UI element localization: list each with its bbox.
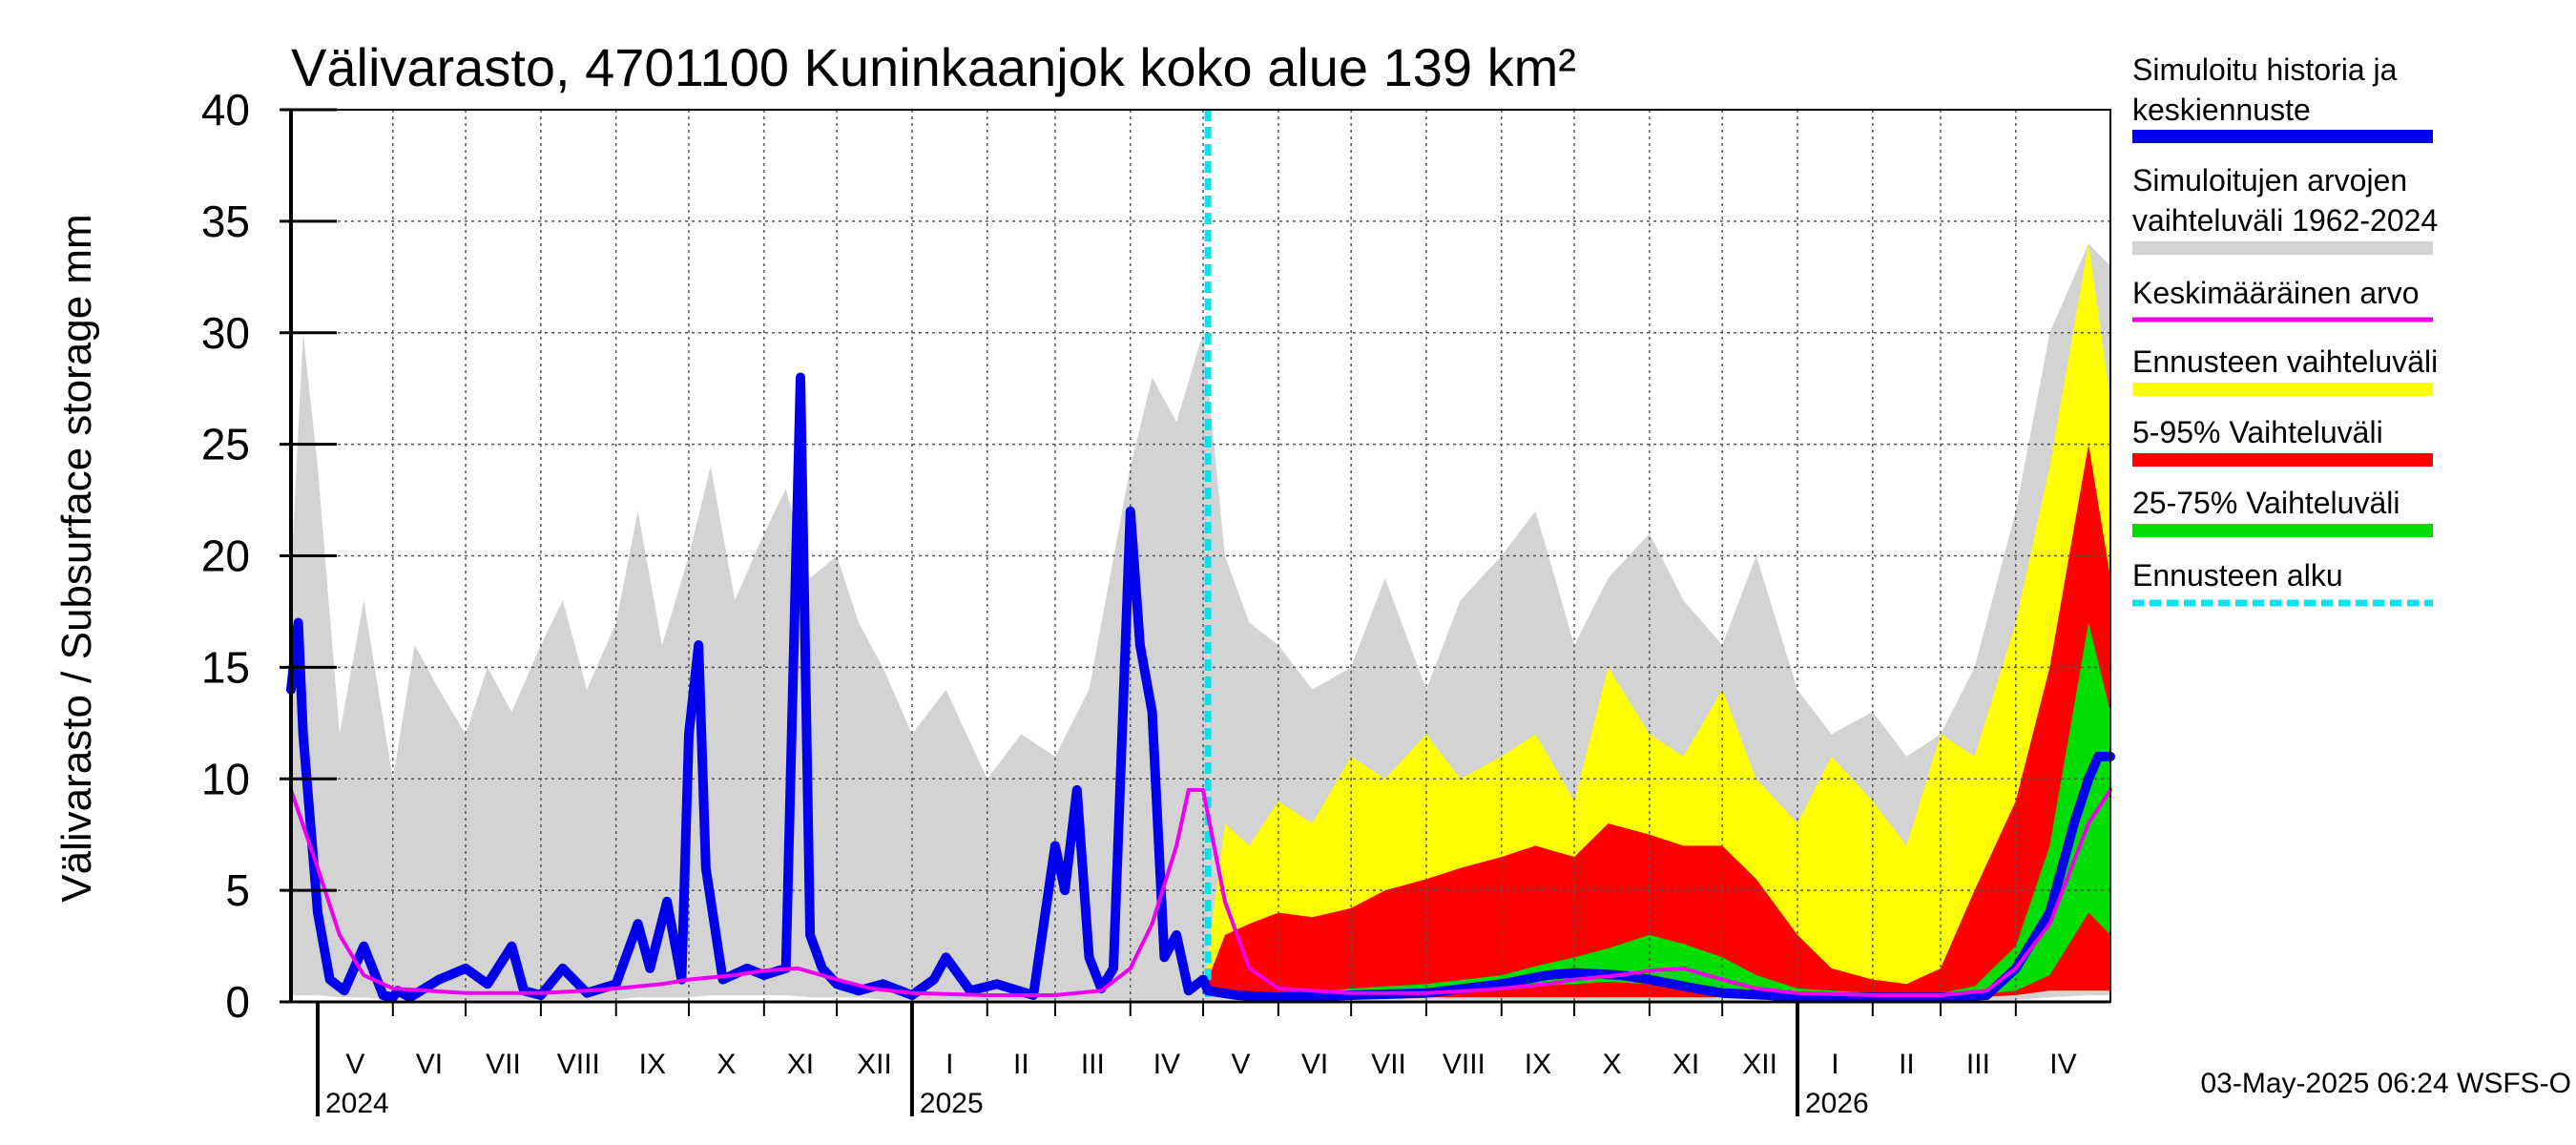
month-label: VII [1371, 1049, 1406, 1080]
month-label: IV [1153, 1049, 1180, 1080]
month-label: III [1966, 1049, 1990, 1080]
legend-label: vaihteluväli 1962-2024 [2132, 203, 2438, 238]
year-label: 2025 [920, 1088, 984, 1119]
month-label: XII [1742, 1049, 1777, 1080]
month-label: X [717, 1049, 736, 1080]
month-label: II [1013, 1049, 1029, 1080]
y-tick-label: 0 [225, 977, 250, 1027]
y-tick-label: 5 [225, 865, 250, 915]
y-tick-label: 20 [201, 531, 250, 581]
band-25-75-vaihteluv-li [1312, 622, 2110, 998]
month-label: XI [1672, 1049, 1699, 1080]
month-label: I [1831, 1049, 1839, 1080]
band-ennusteen-vaihteluv-li [1208, 243, 2110, 998]
series-line-mean [289, 787, 2112, 997]
line-layer [286, 110, 2115, 1003]
month-label: II [1899, 1049, 1915, 1080]
month-label: IX [639, 1049, 666, 1080]
legend-label: 25-75% Vaihteluväli [2132, 486, 2399, 520]
legend-label: Ennusteen vaihteluväli [2132, 344, 2438, 379]
y-tick-label: 40 [201, 85, 250, 135]
legend-label: Simuloitu historia ja [2132, 52, 2398, 87]
month-label: XI [787, 1049, 814, 1080]
month-label: V [345, 1049, 364, 1080]
y-tick-label: 15 [201, 642, 250, 692]
month-label: VIII [1443, 1049, 1485, 1080]
band-layer [291, 243, 2110, 1000]
y-tick-label: 30 [201, 308, 250, 358]
month-label: VIII [557, 1049, 600, 1080]
legend-label: keskiennuste [2132, 93, 2311, 127]
month-label: XII [857, 1049, 892, 1080]
month-label: IV [2049, 1049, 2076, 1080]
y-axis-label: Välivarasto / Subsurface storage mm [53, 214, 100, 902]
month-label: VII [486, 1049, 521, 1080]
month-label: X [1602, 1049, 1621, 1080]
month-label: VI [416, 1049, 443, 1080]
series-line-simulated [286, 372, 2115, 1003]
y-tick-label: 10 [201, 754, 250, 803]
chart-title: Välivarasto, 4701100 Kuninkaanjok koko a… [291, 37, 1576, 97]
legend-label: Keskimääräinen arvo [2132, 276, 2420, 310]
y-tick-label: 25 [201, 420, 250, 469]
year-label: 2026 [1805, 1088, 1869, 1119]
legend-label: 5-95% Vaihteluväli [2132, 415, 2383, 449]
month-label: VI [1301, 1049, 1328, 1080]
legend: Simuloitu historia ja keskiennuste Simuloi… [2132, 52, 2438, 607]
month-label: III [1081, 1049, 1105, 1080]
month-label: I [945, 1049, 953, 1080]
y-tick-label: 35 [201, 197, 250, 246]
month-label: V [1231, 1049, 1250, 1080]
legend-label: Simuloitujen arvojen [2132, 163, 2407, 198]
year-label: 2024 [325, 1088, 389, 1119]
month-label: IX [1525, 1049, 1551, 1080]
footer-timestamp: 03-May-2025 06:24 WSFS-O [2201, 1068, 2572, 1099]
legend-label: Ennusteen alku [2132, 558, 2343, 593]
